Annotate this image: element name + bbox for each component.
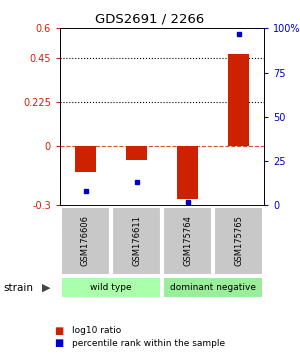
- Text: ▶: ▶: [42, 282, 51, 293]
- Text: ■: ■: [54, 326, 63, 336]
- Bar: [75, 146, 96, 172]
- Text: GDS2691 / 2266: GDS2691 / 2266: [95, 13, 205, 26]
- Bar: [228, 54, 249, 146]
- Text: GSM175765: GSM175765: [234, 215, 243, 266]
- Bar: [163, 207, 212, 275]
- Text: GSM175764: GSM175764: [183, 215, 192, 266]
- Text: percentile rank within the sample: percentile rank within the sample: [72, 339, 225, 348]
- Bar: [61, 277, 161, 298]
- Bar: [61, 207, 110, 275]
- Bar: [163, 277, 263, 298]
- Text: GSM176611: GSM176611: [132, 215, 141, 266]
- Text: log10 ratio: log10 ratio: [72, 326, 121, 336]
- Text: wild type: wild type: [90, 283, 132, 292]
- Text: strain: strain: [3, 282, 33, 293]
- Bar: [112, 207, 161, 275]
- Text: GSM176606: GSM176606: [81, 215, 90, 266]
- Text: ■: ■: [54, 338, 63, 348]
- Bar: [177, 146, 198, 199]
- Bar: [126, 146, 147, 160]
- Bar: [214, 207, 263, 275]
- Text: dominant negative: dominant negative: [170, 283, 256, 292]
